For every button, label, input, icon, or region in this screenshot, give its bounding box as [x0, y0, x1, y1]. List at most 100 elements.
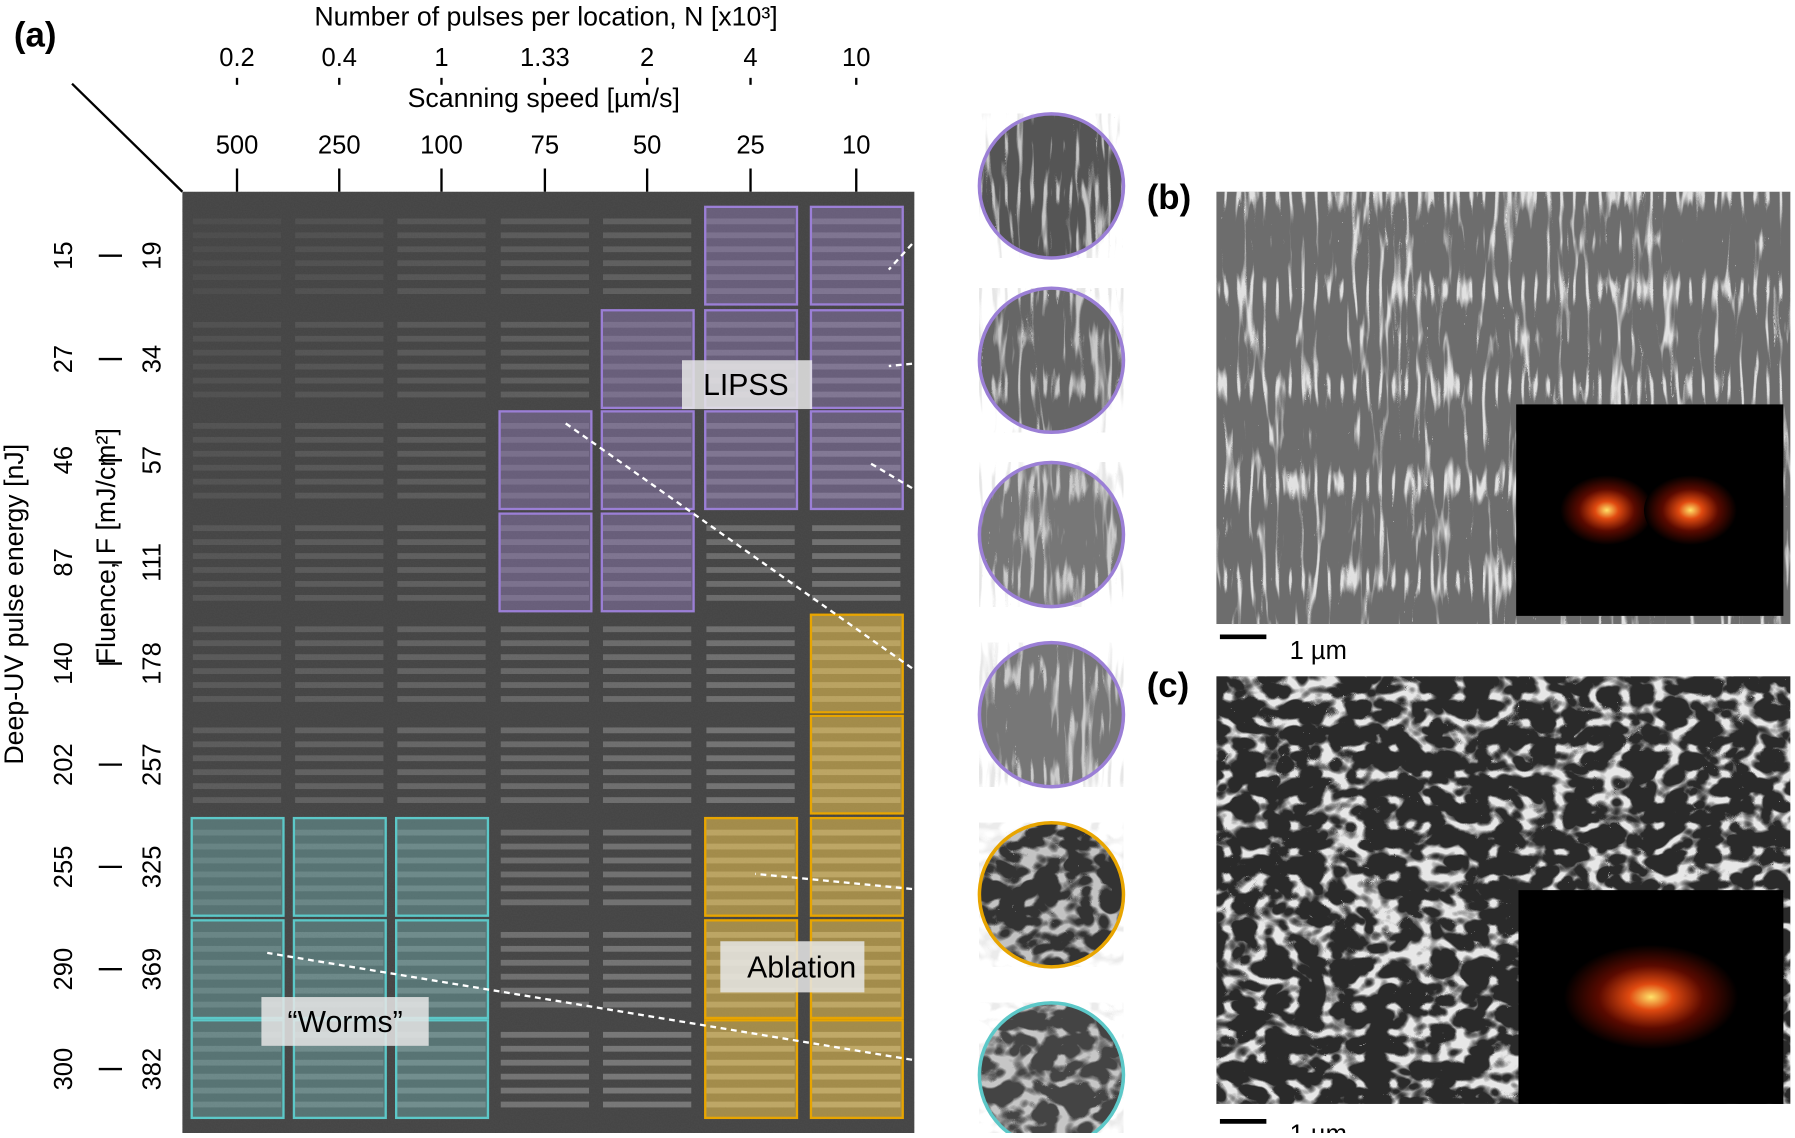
scan-line	[295, 553, 384, 559]
scan-line	[602, 478, 692, 485]
arrow	[755, 872, 913, 891]
scale-label: 1 µm	[1290, 1120, 1347, 1133]
scan-line	[602, 1031, 692, 1038]
scan-line	[500, 260, 590, 267]
region-label: LIPSS	[703, 369, 789, 402]
scan-line	[295, 696, 384, 702]
scan-line	[192, 539, 282, 546]
scan-line	[397, 478, 486, 485]
scan-line	[192, 755, 282, 762]
scan-line	[397, 525, 486, 532]
scan-line	[192, 1059, 282, 1066]
speed-label: 100	[420, 131, 463, 159]
scan-line	[397, 871, 486, 878]
label-bg	[681, 360, 813, 410]
scan-line	[397, 1045, 486, 1052]
scan-line	[500, 696, 590, 702]
scan-line	[602, 857, 692, 864]
region-box	[809, 1019, 904, 1120]
scan-line	[602, 769, 692, 776]
scan-line	[295, 1073, 384, 1080]
scan-line	[295, 567, 384, 573]
region-box	[809, 410, 904, 511]
scan-line	[397, 335, 486, 342]
energy-label: 300	[50, 1048, 78, 1091]
energy-label: 202	[50, 743, 78, 786]
scan-line	[397, 218, 486, 225]
scan-line	[812, 581, 901, 587]
energy-label: 255	[50, 846, 78, 889]
scan-line	[397, 1101, 486, 1108]
scan-line	[192, 464, 282, 471]
scan-line	[706, 581, 795, 587]
scan-line	[295, 857, 384, 864]
scan-line	[192, 363, 282, 370]
scan-line	[397, 422, 486, 429]
arrow	[562, 420, 913, 670]
scan-line	[500, 321, 590, 328]
scan-line	[500, 1101, 590, 1108]
fft-b-peak	[1560, 475, 1654, 546]
scan-line	[706, 727, 795, 734]
axis-title: Fluence, F [mJ/cm²]	[91, 428, 121, 664]
scan-line	[192, 335, 282, 342]
scan-line	[602, 218, 692, 225]
scan-line	[706, 464, 795, 471]
scan-line	[397, 727, 486, 734]
zoom-texture	[979, 822, 1124, 967]
speed-label: 75	[531, 131, 559, 159]
scan-line	[812, 422, 901, 429]
region-box	[395, 919, 490, 1020]
label-bg	[261, 997, 429, 1046]
scan-line	[812, 450, 901, 457]
scan-line	[706, 260, 795, 267]
scan-line	[812, 478, 901, 485]
scan-line	[500, 727, 590, 734]
scan-line	[295, 931, 384, 938]
scan-line	[192, 232, 282, 239]
scan-line	[295, 987, 384, 994]
scan-line	[706, 668, 795, 674]
scan-line	[500, 741, 590, 748]
scan-line	[295, 377, 384, 384]
scan-line	[812, 492, 901, 499]
scan-line	[500, 1059, 590, 1066]
region-box	[292, 816, 387, 917]
scan-line	[706, 525, 795, 532]
scan-line	[295, 321, 384, 328]
scan-line	[602, 525, 692, 532]
scan-line	[500, 377, 590, 384]
scan-line	[602, 349, 692, 356]
scan-line	[295, 682, 384, 688]
region-box	[704, 1019, 799, 1120]
scan-line	[295, 594, 384, 601]
scan-line	[602, 843, 692, 850]
scan-line	[602, 1045, 692, 1052]
scan-line	[192, 391, 282, 398]
zoom-texture	[979, 288, 1124, 433]
energy-label: 140	[50, 642, 78, 685]
scan-line	[192, 553, 282, 559]
scan-line	[812, 594, 901, 601]
scan-line	[397, 232, 486, 239]
scan-line	[500, 436, 590, 443]
scan-line	[397, 539, 486, 546]
scan-line	[706, 349, 795, 356]
scan-line	[812, 274, 901, 281]
scan-line	[706, 450, 795, 457]
fluence-label: 111	[138, 543, 166, 582]
scan-line	[397, 363, 486, 370]
scan-line	[602, 829, 692, 836]
scan-line	[602, 973, 692, 980]
zoom-border	[977, 1001, 1126, 1138]
scan-line	[706, 626, 795, 633]
scan-line	[192, 945, 282, 952]
scan-line	[397, 829, 486, 836]
region-box	[809, 816, 904, 917]
scan-line	[192, 581, 282, 587]
scan-line	[192, 1031, 282, 1038]
region-box	[809, 714, 904, 815]
region-box	[600, 512, 695, 613]
pulse-label: 10	[842, 44, 870, 72]
scan-line	[706, 274, 795, 281]
